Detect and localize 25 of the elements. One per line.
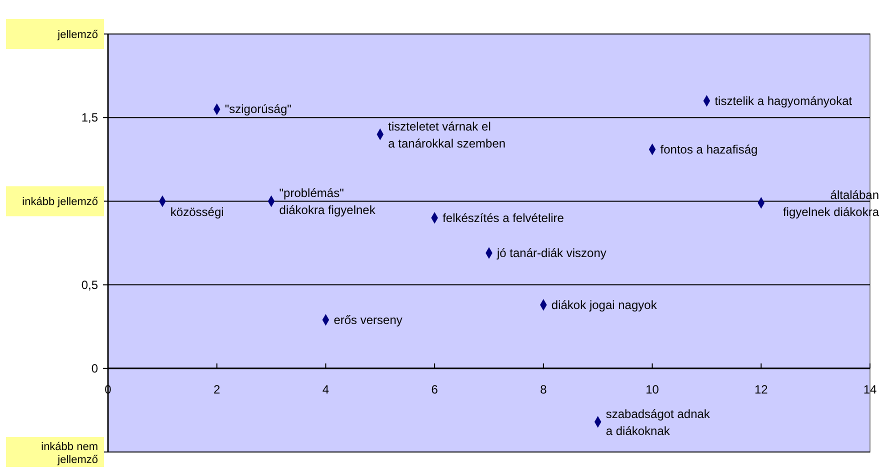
x-tick-label: 8 bbox=[540, 382, 548, 396]
annotation: jó tanár-diák viszony bbox=[496, 246, 606, 260]
annotation: diákok jogai nagyok bbox=[551, 298, 658, 312]
y-tick-label: inkább nem jellemző bbox=[41, 441, 98, 466]
annotation: szabadságot adnak a diákoknak bbox=[606, 406, 711, 438]
x-tick-label: 6 bbox=[431, 382, 438, 396]
y-tick-label: 1,5 bbox=[81, 110, 98, 125]
x-tick-label: 12 bbox=[754, 382, 768, 396]
x-tick-label: 4 bbox=[322, 382, 330, 396]
annotation: tisztelik a hagyományokat bbox=[714, 94, 853, 108]
annotation: "szigorúság" bbox=[224, 102, 292, 116]
y-tick-label: 0,5 bbox=[81, 278, 98, 292]
annotation: általában figyelnek diákokra bbox=[782, 188, 880, 219]
annotation: fontos a hazafiság bbox=[660, 142, 758, 156]
annotation: erős verseny bbox=[334, 312, 402, 327]
x-tick-label: 2 bbox=[214, 382, 221, 396]
annotation: közösségi bbox=[170, 205, 224, 220]
y-tick-label: jellemző bbox=[56, 29, 98, 41]
y-tick-label: 0 bbox=[91, 361, 98, 376]
x-tick-label: 10 bbox=[646, 382, 660, 396]
y-tick-label: inkább jellemző bbox=[22, 196, 98, 208]
x-tick-label: 14 bbox=[863, 382, 877, 396]
annotation: "problémás" diákokra figyelnek bbox=[279, 186, 376, 218]
annotation: felkészítés a felvételire bbox=[442, 210, 564, 225]
annotation: tiszteletet várnak el a tanárokkal szemben bbox=[388, 119, 506, 150]
